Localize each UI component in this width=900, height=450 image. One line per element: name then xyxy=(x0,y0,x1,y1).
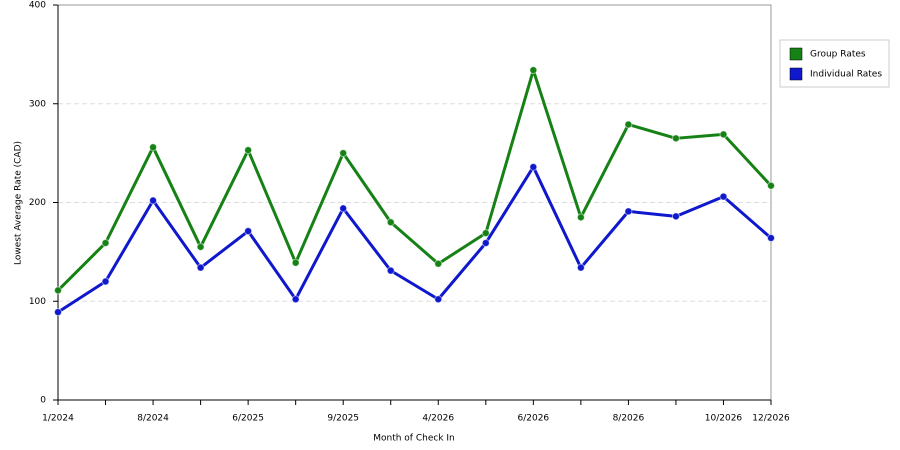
data-point xyxy=(529,162,538,171)
data-point xyxy=(196,242,205,251)
data-point xyxy=(576,263,585,272)
data-point xyxy=(54,308,62,317)
data-point xyxy=(291,258,300,267)
legend-swatch xyxy=(789,47,803,61)
x-tick-label: 6/2025 xyxy=(232,414,264,424)
data-point xyxy=(529,66,538,75)
data-point xyxy=(671,212,680,221)
x-tick-label: 1/2024 xyxy=(42,414,74,424)
data-point xyxy=(576,213,585,222)
y-tick-label: 100 xyxy=(29,297,46,307)
data-point xyxy=(339,149,348,158)
data-point xyxy=(624,207,633,216)
data-point xyxy=(671,134,680,143)
series-line xyxy=(57,165,772,314)
data-point xyxy=(767,181,775,190)
data-point xyxy=(196,263,205,272)
legend-label: Individual Rates xyxy=(810,70,882,80)
data-point xyxy=(386,266,395,275)
data-point xyxy=(434,259,443,268)
data-point xyxy=(101,277,110,286)
y-tick-label: 200 xyxy=(29,198,46,208)
y-tick-label: 400 xyxy=(29,1,46,11)
data-point xyxy=(244,227,253,236)
data-point xyxy=(719,130,728,139)
data-point xyxy=(481,238,490,247)
data-point xyxy=(101,238,110,247)
data-point xyxy=(434,295,443,304)
data-point xyxy=(149,196,158,205)
x-tick-label: 6/2026 xyxy=(517,414,549,424)
data-point xyxy=(386,218,395,227)
x-tick-label: 12/2026 xyxy=(752,414,790,424)
y-axis-label: Lowest Average Rate (CAD) xyxy=(14,141,24,265)
data-point xyxy=(244,146,253,155)
data-point xyxy=(339,204,348,213)
legend-label: Group Rates xyxy=(810,50,866,60)
x-tick-label: 4/2026 xyxy=(422,414,454,424)
x-tick-label: 8/2024 xyxy=(137,414,169,424)
y-tick-label: 0 xyxy=(40,396,46,406)
data-point xyxy=(767,234,775,243)
series-line xyxy=(56,68,773,292)
data-point xyxy=(291,295,300,304)
legend-swatch xyxy=(789,67,803,81)
data-point xyxy=(719,192,728,201)
data-point xyxy=(624,120,633,129)
data-point xyxy=(481,229,490,238)
x-tick-label: 10/2026 xyxy=(705,414,743,424)
x-axis-label: Month of Check In xyxy=(373,434,455,444)
y-tick-label: 300 xyxy=(29,99,46,109)
data-point xyxy=(54,286,62,295)
x-tick-label: 8/2026 xyxy=(613,414,645,424)
x-tick-label: 9/2025 xyxy=(327,414,359,424)
data-point xyxy=(149,143,158,152)
